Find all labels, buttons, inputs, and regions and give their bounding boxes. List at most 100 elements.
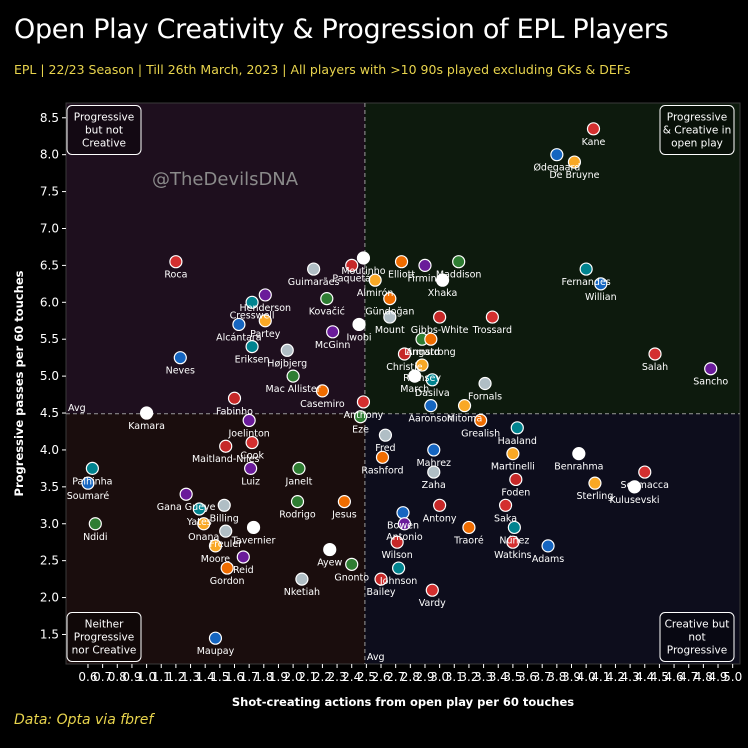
x-tick-label: 4.9 [708,670,727,684]
player-point [315,384,330,398]
player-label: Christie [386,362,423,373]
player-point [179,487,193,501]
player-point [245,295,259,309]
player-point [258,314,272,328]
player-label: Gana Gueye [157,502,216,513]
quadrant-label-top-right-line: open play [671,138,723,150]
player-badge [452,255,466,269]
x-tick-label: 2.1 [298,670,317,684]
player-point [353,410,368,424]
x-tick-label: 2.6 [371,670,390,684]
x-tick-label: 3.9 [562,670,581,684]
player-label: Ramsey [403,373,441,384]
player-label: Martinelli [491,462,535,473]
player-label: Núñez [499,535,529,546]
player-badge [594,277,608,291]
player-point [390,535,404,549]
player-badge [232,317,246,332]
x-tick-label: 3.2 [459,670,478,684]
player-label: Fabinho [216,406,253,417]
player-badge [208,539,223,553]
player-badge [219,524,233,538]
x-tick-label: 3.3 [474,670,493,684]
player-point [424,332,438,346]
x-tick-label: 2.9 [415,670,434,684]
player-badge [139,406,154,420]
quadrant-bottom-right [364,413,740,664]
player-badge [383,292,397,306]
player-label: Luiz [241,476,260,487]
player-label: Mitoma [447,414,482,425]
chart-subtitle: EPL | 22/23 Season | Till 26th March, 20… [14,62,631,77]
player-point [396,506,410,520]
player-label: Soumaré [67,491,110,502]
x-tick-label: 2.5 [357,670,376,684]
player-point [507,520,521,535]
player-point [290,495,305,509]
player-badge [352,317,366,332]
player-point [352,317,366,332]
player-point [246,520,261,535]
player-badge [392,561,406,575]
player-badge [397,517,412,531]
player-point [452,255,466,269]
player-label: Alcántara [216,332,261,343]
player-label: Lingard [404,347,440,358]
player-badge [286,369,300,383]
player-label: Zaha [422,480,446,491]
player-label: Maitland-Niles [192,454,260,465]
player-badge [353,410,368,424]
player-badge [433,498,447,512]
quadrant-label-top-left-line: Creative [82,138,126,150]
player-badge [435,273,450,287]
x-axis-title: Shot-creating actions from open play per… [232,695,574,709]
player-badge [374,572,388,586]
player-badge [197,517,211,531]
player-badge [424,332,438,346]
player-badge [236,550,250,564]
player-point [485,310,499,324]
y-tick-label: 3.0 [40,517,59,531]
player-point [506,447,520,461]
player-label: Foden [501,487,530,498]
player-label: Janelt [285,476,313,487]
player-point [704,362,718,376]
x-tick-label: 2.4 [342,670,361,684]
x-tick-label: 3.8 [547,670,566,684]
player-badge [220,561,234,575]
player-badge [337,495,351,509]
player-point [326,325,340,339]
player-badge [704,362,718,376]
y-tick-label: 7.5 [40,185,59,199]
player-badge [242,413,256,428]
y-tick-label: 3.5 [40,480,59,494]
player-point [550,148,564,162]
plot-border [65,102,741,665]
player-point [208,631,223,645]
player-badge [245,339,259,354]
player-point [435,273,450,287]
x-tick-label: 1.0 [137,670,156,684]
player-point [392,561,406,575]
player-label: Mount [375,325,405,336]
player-badge [280,343,294,357]
x-tick-label: 1.3 [181,670,200,684]
player-label: Elliott [388,270,415,281]
player-label: Nketiah [284,587,320,598]
player-label: Neves [166,366,195,377]
x-tick-label: 4.3 [621,670,640,684]
player-badge [586,122,601,136]
player-label: Antony [423,513,457,524]
player-badge [507,520,521,535]
player-badge [550,148,564,162]
player-label: Sterling [577,491,614,502]
player-point [567,155,582,169]
player-point [197,517,211,531]
player-label: Jesus [331,510,357,521]
x-tick-label: 4.2 [606,670,625,684]
player-label: Onana [188,532,219,543]
x-tick-label: 3.6 [518,670,537,684]
player-label: Ayew [317,558,342,569]
